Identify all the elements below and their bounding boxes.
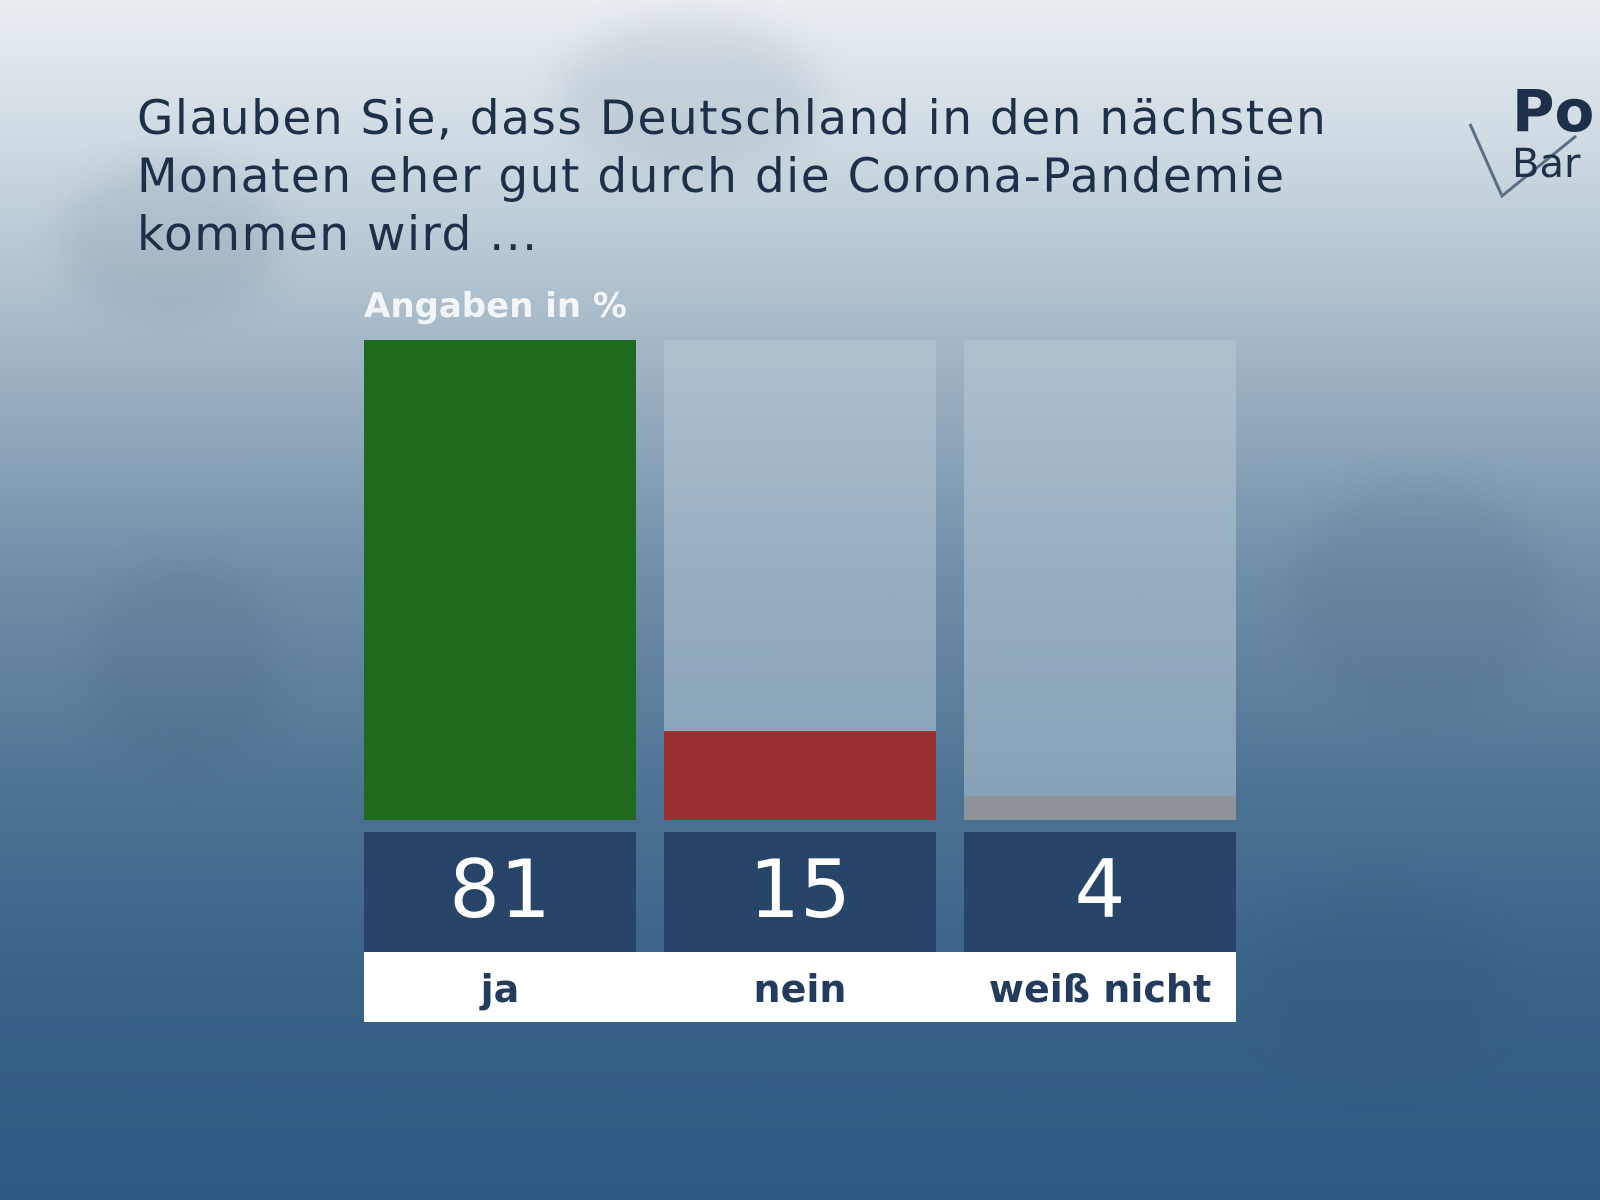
chart-title: Glauben Sie, dass Deutschland in den näc… bbox=[137, 91, 1328, 262]
value-box-nein bbox=[664, 832, 936, 952]
background-blob bbox=[1260, 880, 1500, 1080]
logo: Po Bar bbox=[1466, 78, 1600, 208]
value-label-wei-nicht: 4 bbox=[1075, 843, 1126, 936]
bar-ja bbox=[364, 340, 636, 820]
background-blob bbox=[560, 20, 820, 170]
logo-check-mark bbox=[1468, 123, 1577, 199]
background-blob bbox=[60, 160, 280, 320]
value-box-wei-nicht bbox=[964, 832, 1236, 952]
bar-nein bbox=[664, 731, 936, 820]
value-box-ja bbox=[364, 832, 636, 952]
logo-subtext: Bar bbox=[1512, 141, 1581, 187]
unit-label: Angaben in % bbox=[364, 286, 628, 326]
category-label-band bbox=[364, 952, 1236, 1022]
value-label-nein: 15 bbox=[749, 843, 851, 936]
bar-track-wei-nicht bbox=[964, 340, 1236, 820]
bar-wei-nicht bbox=[964, 796, 1236, 820]
background-blob bbox=[90, 560, 280, 770]
category-label-wei-nicht: weiß nicht bbox=[989, 967, 1211, 1011]
value-label-ja: 81 bbox=[449, 843, 551, 936]
background-blob bbox=[1290, 480, 1550, 710]
category-label-ja: ja bbox=[479, 967, 520, 1011]
logo-text: Po bbox=[1512, 78, 1595, 145]
category-label-nein: nein bbox=[754, 967, 847, 1011]
